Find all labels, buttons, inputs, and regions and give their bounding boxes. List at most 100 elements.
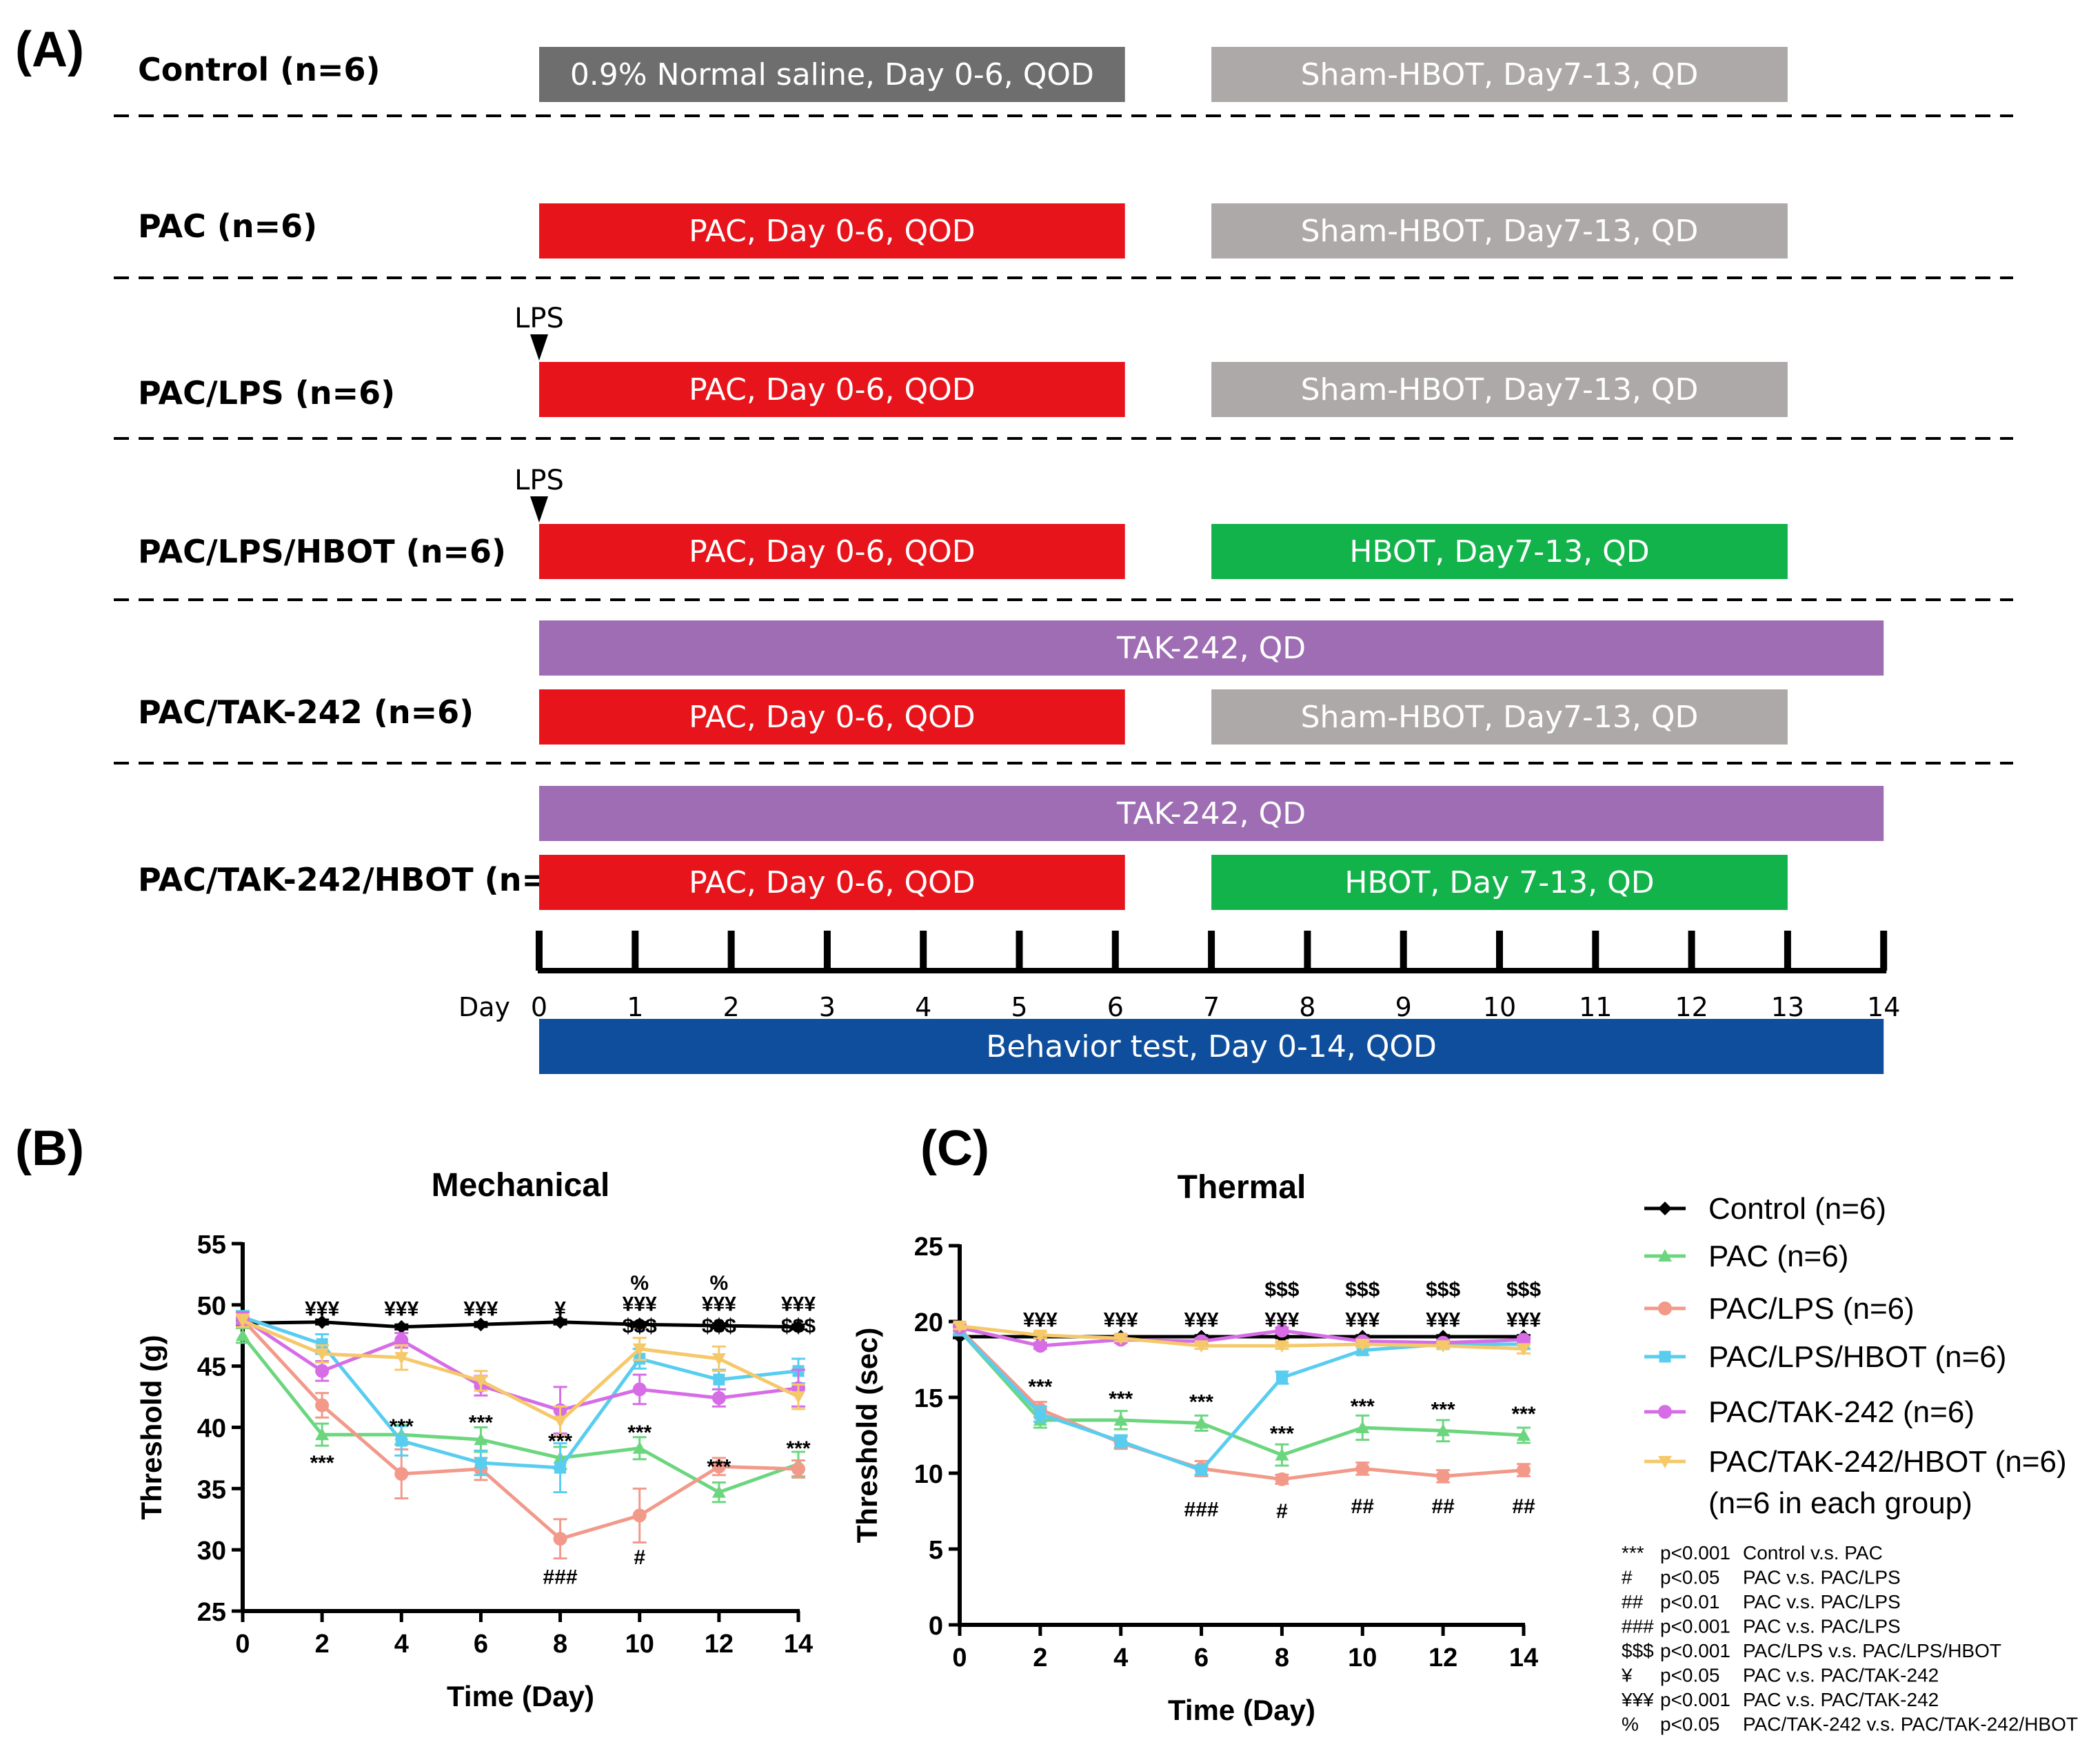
y-tick-label: 35 xyxy=(197,1475,226,1504)
significance-annotation: *** xyxy=(1431,1398,1455,1421)
y-tick-label: 55 xyxy=(197,1231,226,1259)
series-line xyxy=(241,1318,799,1541)
data-point xyxy=(632,1508,647,1523)
day-tick-label: 9 xyxy=(1395,992,1412,1022)
day-tick-label: 1 xyxy=(627,992,643,1022)
significance-key-row: % p<0.05 PAC/TAK-242 v.s. PAC/TAK-242/HBOT xyxy=(1622,1714,2078,1735)
significance-annotation: *** xyxy=(1270,1423,1294,1446)
x-tick-label: 8 xyxy=(1275,1643,1289,1672)
significance-annotation: ### xyxy=(543,1566,578,1588)
data-point xyxy=(632,1382,647,1397)
significance-comparison: PAC v.s. PAC/LPS xyxy=(1743,1616,1901,1637)
data-point xyxy=(1194,1416,1209,1429)
data-point xyxy=(711,1353,726,1366)
significance-symbol: % xyxy=(1622,1714,1639,1735)
protocol-group-pac-n-6: PAC (n=6) PAC, Day 0-6, QOD Sham-HBOT, Day… xyxy=(138,203,1788,259)
data-point xyxy=(1517,1333,1531,1347)
protocol-group-pac-lps-hbot-n-6: PAC/LPS/HBOT (n=6) LPS PAC, Day 0-6, QOD HB… xyxy=(138,465,1788,579)
x-tick-label: 10 xyxy=(1348,1643,1377,1672)
protocol-bar-label: HBOT, Day7-13, QD xyxy=(1349,534,1649,569)
significance-key: *** p<0.001 Control v.s. PAC # p<0.05 PAC v.s… xyxy=(1621,1542,2078,1735)
protocol-bar-label: TAK-242, QD xyxy=(1116,796,1306,831)
significance-annotation: ¥¥¥ xyxy=(1506,1309,1541,1332)
panel-label-a: (A) xyxy=(15,22,84,77)
significance-comparison: PAC v.s. PAC/TAK-242 xyxy=(1743,1665,1939,1686)
significance-comparison: PAC v.s. PAC/LPS xyxy=(1743,1591,1901,1612)
day-tick-label: 6 xyxy=(1107,992,1124,1022)
significance-annotation: $$$ xyxy=(702,1315,736,1337)
significance-annotation: ## xyxy=(1431,1495,1455,1518)
x-axis-label: Time (Day) xyxy=(1168,1694,1315,1726)
x-tick-label: 2 xyxy=(1033,1643,1047,1672)
significance-key-row: $$$ p<0.001 PAC/LPS v.s. PAC/LPS/HBOT xyxy=(1622,1640,2001,1661)
legend-marker-icon xyxy=(1658,1249,1672,1262)
significance-annotation: ¥¥¥ xyxy=(1023,1309,1058,1332)
legend-entry-pac-lps-n-6: PAC/LPS (n=6) xyxy=(1644,1292,1915,1326)
protocol-bar-label: Sham-HBOT, Day7-13, QD xyxy=(1301,214,1699,249)
significance-annotation: *** xyxy=(548,1430,572,1453)
day-tick-label: 2 xyxy=(723,992,740,1022)
significance-annotation: ¥¥¥ xyxy=(781,1293,816,1315)
behavior-test-label: Behavior test, Day 0-14, QOD xyxy=(986,1029,1437,1064)
data-point xyxy=(554,1461,567,1474)
data-point xyxy=(1355,1339,1370,1351)
protocol-bar-tak-242-qd xyxy=(539,786,1884,841)
data-point xyxy=(791,1461,805,1476)
data-point xyxy=(394,1319,409,1334)
x-tick-label: 6 xyxy=(474,1630,488,1659)
significance-annotation: ¥¥¥ xyxy=(1264,1309,1299,1332)
data-point xyxy=(632,1317,647,1332)
day-tick-label: 14 xyxy=(1867,992,1900,1022)
day-tick-label: 12 xyxy=(1675,992,1708,1022)
y-tick-label: 20 xyxy=(914,1308,943,1337)
legend-label: Control (n=6) xyxy=(1708,1192,1886,1226)
significance-annotation: # xyxy=(1276,1500,1288,1523)
significance-annotation: ¥¥¥ xyxy=(1104,1309,1138,1332)
significance-symbol: ¥ xyxy=(1621,1665,1633,1686)
data-point xyxy=(791,1319,805,1334)
significance-annotation: *** xyxy=(1109,1388,1133,1410)
series-line xyxy=(241,1317,799,1413)
lps-marker-label: LPS xyxy=(514,303,564,334)
chart-title: Thermal xyxy=(1178,1169,1306,1206)
protocol-bar-sham-hbot-day7-13-qd xyxy=(1211,689,1788,745)
protocol-bar-pac-day-0-6-qod xyxy=(539,203,1125,259)
protocol-bar-label: PAC, Day 0-6, QOD xyxy=(689,700,976,735)
protocol-group-pac-tak-242-n-6: PAC/TAK-242 (n=6) TAK-242, QD PAC, Day 0-6… xyxy=(138,620,1884,745)
day-tick-label: 11 xyxy=(1579,992,1612,1022)
data-point xyxy=(315,1428,330,1441)
legend-entry-pac-n-6: PAC (n=6) xyxy=(1644,1239,1848,1273)
data-point xyxy=(1355,1461,1370,1476)
legend-marker-icon xyxy=(1659,1350,1671,1363)
protocol-bar-label: HBOT, Day 7-13, QD xyxy=(1344,865,1654,900)
series-pac-tak-242-hbot-n-6 xyxy=(236,1313,805,1437)
legend-label: PAC/TAK-242 (n=6) xyxy=(1708,1395,1975,1429)
significance-annotation: *** xyxy=(1028,1375,1052,1398)
data-point xyxy=(632,1343,647,1356)
data-point xyxy=(316,1338,328,1350)
significance-annotation: *** xyxy=(707,1456,731,1479)
significance-annotation: ¥¥¥ xyxy=(305,1297,339,1320)
significance-symbol: ¥¥¥ xyxy=(1621,1689,1654,1710)
data-point xyxy=(394,1467,409,1481)
day-tick-label: 7 xyxy=(1203,992,1220,1022)
legend-label: PAC/LPS (n=6) xyxy=(1708,1292,1915,1326)
data-point xyxy=(713,1373,725,1386)
significance-key-row: *** p<0.001 Control v.s. PAC xyxy=(1622,1542,1883,1563)
significance-p-value: p<0.01 xyxy=(1660,1591,1719,1612)
data-point xyxy=(711,1459,726,1474)
protocol-bar-label: PAC, Day 0-6, QOD xyxy=(689,865,976,900)
group-label: Control (n=6) xyxy=(138,51,381,88)
data-point xyxy=(1033,1329,1047,1342)
data-point xyxy=(394,1333,409,1348)
legend-note: (n=6 in each group) xyxy=(1708,1486,1972,1520)
protocol-bar-tak-242-qd xyxy=(539,620,1884,676)
chart-title: Mechanical xyxy=(432,1167,610,1204)
significance-annotation: ¥¥¥ xyxy=(384,1297,418,1320)
series-line xyxy=(241,1334,799,1495)
data-point xyxy=(474,1457,487,1469)
significance-annotation: *** xyxy=(627,1421,652,1444)
data-point xyxy=(711,1390,726,1405)
significance-annotation: ¥¥¥ xyxy=(623,1293,657,1315)
